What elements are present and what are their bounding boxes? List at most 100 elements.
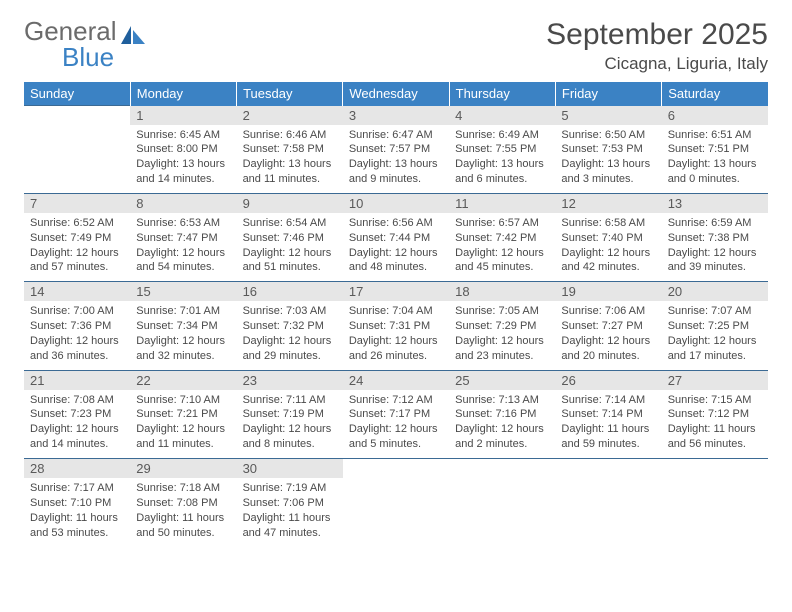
daylight-line: Daylight: 13 hours and 0 minutes. <box>668 157 762 187</box>
day-info-cell: Sunrise: 6:54 AMSunset: 7:46 PMDaylight:… <box>237 213 343 282</box>
daylight-line: Daylight: 12 hours and 51 minutes. <box>243 246 337 276</box>
sunset-line: Sunset: 7:21 PM <box>136 407 230 422</box>
day-info-cell: Sunrise: 7:03 AMSunset: 7:32 PMDaylight:… <box>237 301 343 370</box>
day-number-cell: 22 <box>130 370 236 390</box>
day-info-row: Sunrise: 6:45 AMSunset: 8:00 PMDaylight:… <box>24 125 768 194</box>
day-info-cell: Sunrise: 7:00 AMSunset: 7:36 PMDaylight:… <box>24 301 130 370</box>
weekday-header: Sunday <box>24 82 130 106</box>
daylight-line: Daylight: 11 hours and 50 minutes. <box>136 511 230 541</box>
sunrise-line: Sunrise: 7:08 AM <box>30 393 124 408</box>
daylight-line: Daylight: 12 hours and 45 minutes. <box>455 246 549 276</box>
sunrise-line: Sunrise: 7:05 AM <box>455 304 549 319</box>
day-info-cell: Sunrise: 7:18 AMSunset: 7:08 PMDaylight:… <box>130 478 236 546</box>
day-info-row: Sunrise: 7:00 AMSunset: 7:36 PMDaylight:… <box>24 301 768 370</box>
day-number-cell: 14 <box>24 282 130 302</box>
day-number-row: 123456 <box>24 106 768 125</box>
day-info-cell: Sunrise: 6:50 AMSunset: 7:53 PMDaylight:… <box>555 125 661 194</box>
day-info-cell <box>343 478 449 546</box>
sunrise-line: Sunrise: 6:53 AM <box>136 216 230 231</box>
sail-icon <box>121 22 145 48</box>
sunrise-line: Sunrise: 7:17 AM <box>30 481 124 496</box>
day-info-cell: Sunrise: 7:14 AMSunset: 7:14 PMDaylight:… <box>555 390 661 459</box>
day-number-cell: 30 <box>237 459 343 479</box>
sunset-line: Sunset: 7:47 PM <box>136 231 230 246</box>
day-number-row: 78910111213 <box>24 193 768 213</box>
sunset-line: Sunset: 7:14 PM <box>561 407 655 422</box>
day-info-cell: Sunrise: 7:07 AMSunset: 7:25 PMDaylight:… <box>662 301 768 370</box>
sunrise-line: Sunrise: 6:49 AM <box>455 128 549 143</box>
day-number-cell: 7 <box>24 193 130 213</box>
sunset-line: Sunset: 7:23 PM <box>30 407 124 422</box>
day-info-row: Sunrise: 6:52 AMSunset: 7:49 PMDaylight:… <box>24 213 768 282</box>
day-info-row: Sunrise: 7:08 AMSunset: 7:23 PM Daylight:… <box>24 390 768 459</box>
day-number-cell: 19 <box>555 282 661 302</box>
day-info-cell: Sunrise: 7:12 AMSunset: 7:17 PMDaylight:… <box>343 390 449 459</box>
day-info-cell: Sunrise: 7:15 AMSunset: 7:12 PMDaylight:… <box>662 390 768 459</box>
sunrise-line: Sunrise: 7:03 AM <box>243 304 337 319</box>
sunrise-line: Sunrise: 7:04 AM <box>349 304 443 319</box>
day-info-row: Sunrise: 7:17 AMSunset: 7:10 PMDaylight:… <box>24 478 768 546</box>
sunrise-line: Sunrise: 6:45 AM <box>136 128 230 143</box>
daylight-line: Daylight: 12 hours and 36 minutes. <box>30 334 124 364</box>
day-info-cell: Sunrise: 6:46 AMSunset: 7:58 PMDaylight:… <box>237 125 343 194</box>
sunset-line: Sunset: 7:38 PM <box>668 231 762 246</box>
day-info-cell: Sunrise: 7:19 AMSunset: 7:06 PMDaylight:… <box>237 478 343 546</box>
sunset-line: Sunset: 7:40 PM <box>561 231 655 246</box>
day-info-cell <box>24 125 130 194</box>
day-number-row: 282930 <box>24 459 768 479</box>
day-number-cell: 17 <box>343 282 449 302</box>
day-number-cell: 29 <box>130 459 236 479</box>
daylight-line: Daylight: 11 hours and 56 minutes. <box>668 422 762 452</box>
day-info-cell: Sunrise: 7:11 AMSunset: 7:19 PMDaylight:… <box>237 390 343 459</box>
daylight-line: Daylight: 12 hours and 2 minutes. <box>455 422 549 452</box>
day-number-cell: 1 <box>130 106 236 125</box>
daylight-line: Daylight: 12 hours and 17 minutes. <box>668 334 762 364</box>
daylight-line: Daylight: 13 hours and 14 minutes. <box>136 157 230 187</box>
sunset-line: Sunset: 7:46 PM <box>243 231 337 246</box>
daylight-line: Daylight: 12 hours and 32 minutes. <box>136 334 230 364</box>
daylight-line: Daylight: 12 hours and 29 minutes. <box>243 334 337 364</box>
sunset-line: Sunset: 7:58 PM <box>243 142 337 157</box>
day-number-row: 14151617181920 <box>24 282 768 302</box>
day-number-cell: 25 <box>449 370 555 390</box>
day-number-cell: 5 <box>555 106 661 125</box>
weekday-header: Tuesday <box>237 82 343 106</box>
sunset-line: Sunset: 7:16 PM <box>455 407 549 422</box>
calendar-header-row: SundayMondayTuesdayWednesdayThursdayFrid… <box>24 82 768 106</box>
day-number-cell: 18 <box>449 282 555 302</box>
sunset-line: Sunset: 7:27 PM <box>561 319 655 334</box>
sunset-line: Sunset: 7:57 PM <box>349 142 443 157</box>
sunset-line: Sunset: 7:25 PM <box>668 319 762 334</box>
sunset-line: Sunset: 7:42 PM <box>455 231 549 246</box>
day-info-cell <box>449 478 555 546</box>
sunrise-line: Sunrise: 7:12 AM <box>349 393 443 408</box>
sunset-line: Sunset: 7:06 PM <box>243 496 337 511</box>
day-number-cell: 4 <box>449 106 555 125</box>
weekday-header: Wednesday <box>343 82 449 106</box>
daylight-line: Daylight: 13 hours and 6 minutes. <box>455 157 549 187</box>
day-number-cell: 10 <box>343 193 449 213</box>
day-number-cell: 9 <box>237 193 343 213</box>
daylight-line: Daylight: 12 hours and 23 minutes. <box>455 334 549 364</box>
daylight-line: Daylight: 11 hours and 53 minutes. <box>30 511 124 541</box>
day-number-cell: 28 <box>24 459 130 479</box>
day-number-cell: 23 <box>237 370 343 390</box>
brand-logo: General Blue <box>24 18 145 70</box>
location-subtitle: Cicagna, Liguria, Italy <box>546 54 768 74</box>
title-block: September 2025 Cicagna, Liguria, Italy <box>546 18 768 74</box>
sunset-line: Sunset: 7:29 PM <box>455 319 549 334</box>
day-number-cell <box>24 106 130 125</box>
daylight-line: Daylight: 12 hours and 11 minutes. <box>136 422 230 452</box>
day-info-cell: Sunrise: 7:06 AMSunset: 7:27 PMDaylight:… <box>555 301 661 370</box>
day-number-cell: 11 <box>449 193 555 213</box>
daylight-line: Daylight: 12 hours and 39 minutes. <box>668 246 762 276</box>
sunrise-line: Sunrise: 7:18 AM <box>136 481 230 496</box>
sunrise-line: Sunrise: 7:13 AM <box>455 393 549 408</box>
daylight-line: Daylight: 12 hours and 26 minutes. <box>349 334 443 364</box>
sunset-line: Sunset: 7:34 PM <box>136 319 230 334</box>
weekday-header: Thursday <box>449 82 555 106</box>
sunrise-line: Sunrise: 6:50 AM <box>561 128 655 143</box>
day-info-cell: Sunrise: 6:56 AMSunset: 7:44 PMDaylight:… <box>343 213 449 282</box>
page-title: September 2025 <box>546 18 768 52</box>
sunrise-line: Sunrise: 6:47 AM <box>349 128 443 143</box>
